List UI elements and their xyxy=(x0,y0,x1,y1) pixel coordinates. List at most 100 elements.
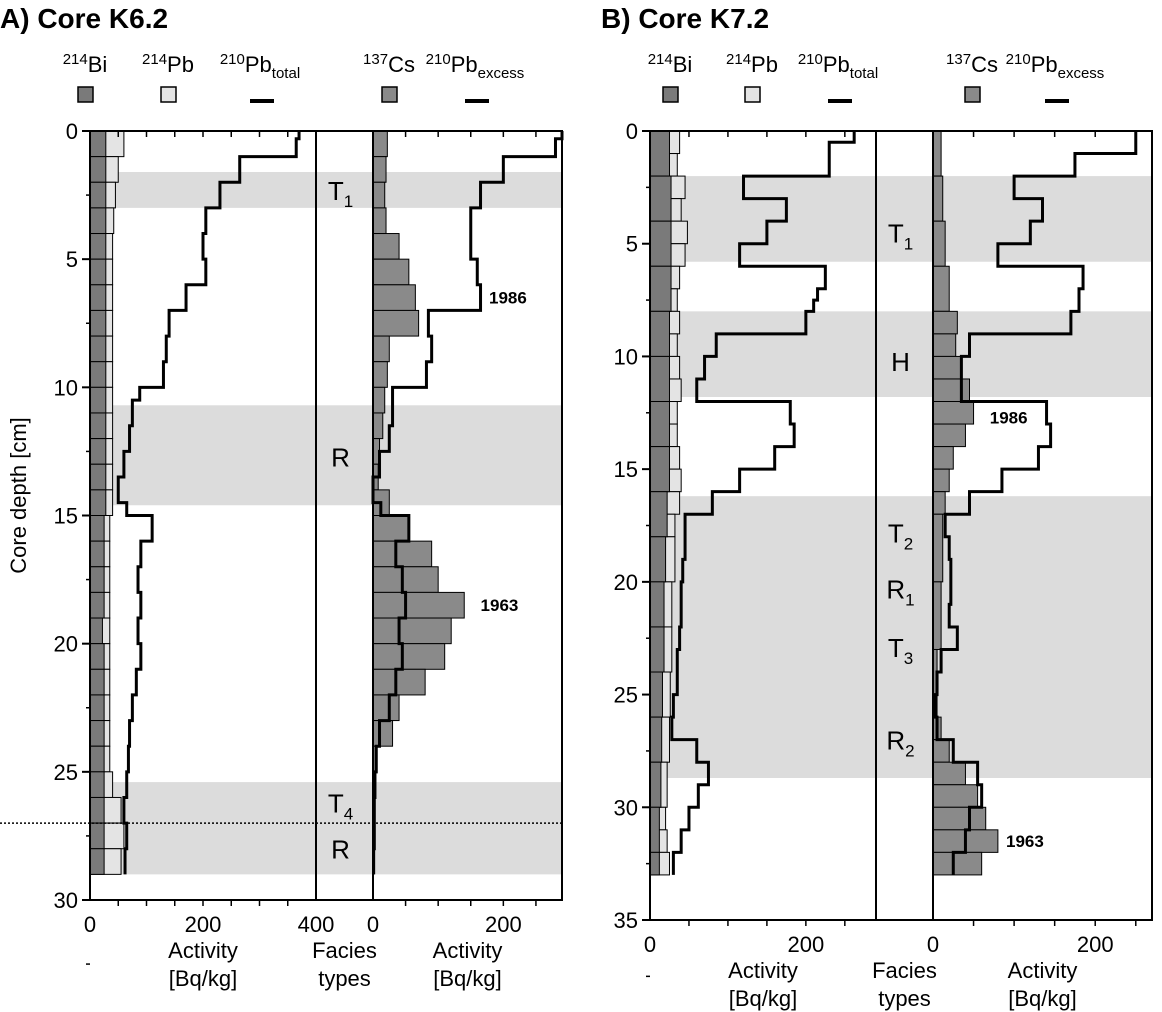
cs137-bar xyxy=(372,284,416,311)
cs137-bar xyxy=(372,643,446,670)
x-axis-label-left: Activity xyxy=(168,938,238,963)
cs137-legend-swatch xyxy=(381,86,398,103)
bi214-legend-sup: 214 xyxy=(63,51,88,68)
facies-label: T1 xyxy=(888,218,913,253)
pb214-legend-main: Pb xyxy=(167,52,194,77)
x-tick-label-right: 200 xyxy=(1077,932,1114,957)
cs137-bar xyxy=(932,784,979,808)
bi214-bar xyxy=(89,566,105,593)
x-tick-label-left: 200 xyxy=(788,932,825,957)
y-tick-label: 30 xyxy=(614,795,638,820)
cs137-bar xyxy=(932,401,975,425)
pb214-legend-sup: 214 xyxy=(726,51,751,68)
facies-band xyxy=(650,496,1152,778)
bi214-legend-swatch xyxy=(77,86,94,103)
cs137-bar xyxy=(372,694,400,722)
bi214-bar xyxy=(649,671,663,718)
pb214-legend-swatch xyxy=(160,86,177,103)
bi214-bar xyxy=(89,130,107,158)
bi214-bar xyxy=(89,284,107,311)
bi214-bar xyxy=(89,207,107,235)
bi214-bar xyxy=(649,716,663,763)
y-tick-label: 0 xyxy=(626,119,638,144)
bi214-bar xyxy=(89,771,105,798)
year-annotation: 1963 xyxy=(481,596,519,615)
x-tick-label-right: 0 xyxy=(927,932,939,957)
cs137-bar xyxy=(932,513,944,583)
y-tick-label: 20 xyxy=(614,570,638,595)
cs137-bar xyxy=(372,412,384,440)
cs137-legend-label: 137Cs xyxy=(946,51,998,77)
cs137-bar xyxy=(372,720,394,747)
cs137-bar xyxy=(372,668,426,696)
cs137-bar xyxy=(932,378,970,403)
cs137-bar xyxy=(372,181,386,209)
facies-label: H xyxy=(891,347,910,377)
bi214-bar xyxy=(89,181,107,209)
y-tick-label: 30 xyxy=(54,888,78,913)
cs137-bar xyxy=(372,566,439,593)
cs137-legend-sup: 137 xyxy=(946,51,971,68)
y-tick-label: 0 xyxy=(66,119,78,144)
cs137-bar xyxy=(372,130,388,158)
bi214-bar xyxy=(649,491,668,538)
cs137-legend-label: 137Cs xyxy=(363,51,415,77)
x-axis-label-mid: Facies xyxy=(312,938,377,963)
cs137-bar xyxy=(932,310,958,335)
bi214-bar xyxy=(649,401,670,448)
bi214-bar xyxy=(649,626,665,673)
bi214-bar xyxy=(89,489,107,517)
cs137-bar xyxy=(372,335,390,363)
pb210-total-legend-main: Pb xyxy=(823,52,850,77)
bi214-bar xyxy=(89,848,105,875)
facies-label: R2 xyxy=(886,726,914,761)
y-tick-label: 25 xyxy=(54,760,78,785)
bi214-bar xyxy=(89,617,103,645)
cs137-bar xyxy=(372,309,420,337)
cs137-bar xyxy=(372,207,387,235)
x-axis-label-left: Activity xyxy=(728,958,798,983)
x-axis-label-left-unit: [Bq/kg] xyxy=(169,966,237,991)
bi214-bar xyxy=(89,668,105,696)
bi214-bar xyxy=(89,258,107,286)
x-axis-label-right-unit: [Bq/kg] xyxy=(433,966,501,991)
bi214-bar xyxy=(89,309,107,337)
pb210-total-line xyxy=(670,131,856,875)
bi214-bar xyxy=(89,591,105,619)
facies-label: T3 xyxy=(888,633,913,668)
cs137-bar xyxy=(932,220,946,267)
facies-band xyxy=(650,176,1152,262)
cs137-legend-main: Cs xyxy=(971,52,998,77)
pb210-total-legend-main: Pb xyxy=(245,52,272,77)
bi214-bar xyxy=(89,463,107,491)
bi214-bar xyxy=(89,643,105,670)
cs137-bar xyxy=(932,581,942,650)
cs137-bar xyxy=(372,386,386,414)
facies-band xyxy=(90,782,562,875)
x-tick-label-right: 200 xyxy=(485,912,522,937)
cs137-bar xyxy=(932,423,966,448)
cs137-bar xyxy=(372,591,465,619)
year-annotation: 1986 xyxy=(489,289,527,308)
y-tick-label: 15 xyxy=(614,457,638,482)
x-axis-label-right: Activity xyxy=(1008,958,1078,983)
bi214-legend-label: 214Bi xyxy=(63,51,108,77)
bi214-bar xyxy=(649,130,670,177)
pb210-excess-legend-sub: excess xyxy=(478,65,525,82)
bi214-bar xyxy=(649,175,672,222)
pb210-total-line xyxy=(116,131,301,875)
pb210-excess-legend-main: Pb xyxy=(1031,52,1058,77)
facies-label: R xyxy=(331,443,350,473)
facies-band xyxy=(90,405,562,506)
bi214-bar xyxy=(89,694,105,722)
bi214-bar xyxy=(89,361,107,388)
y-tick-label: 10 xyxy=(54,375,78,400)
cs137-bar xyxy=(932,761,966,786)
facies-label: R1 xyxy=(886,575,914,610)
cs137-bar xyxy=(372,258,410,286)
bi214-legend-main: Bi xyxy=(673,52,693,77)
x-tick-label-left: 200 xyxy=(185,912,222,937)
x-tick-label-left: 0 xyxy=(644,932,656,957)
facies-band xyxy=(90,172,562,208)
pb210-total-legend-sub: total xyxy=(850,65,878,82)
